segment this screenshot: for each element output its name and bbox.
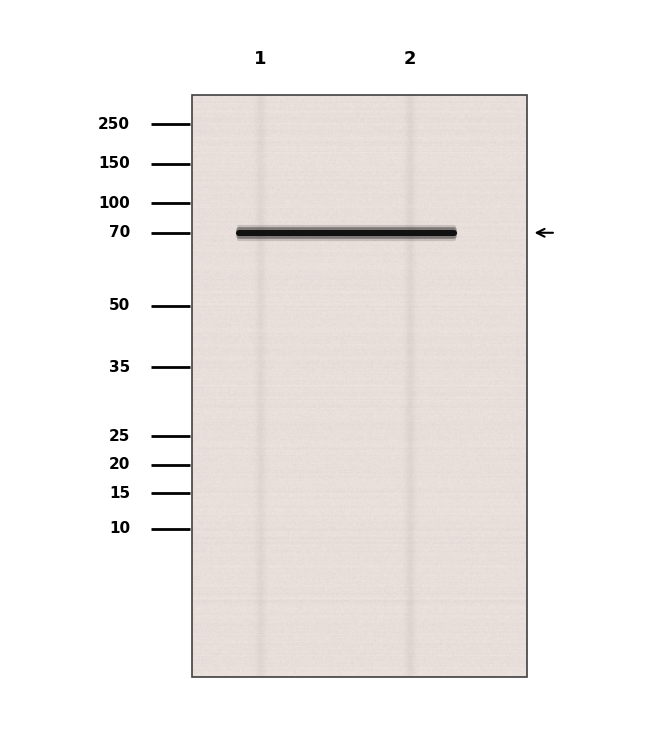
Text: 150: 150 — [98, 157, 130, 171]
Text: 15: 15 — [109, 486, 130, 501]
Text: 20: 20 — [109, 458, 130, 472]
Bar — [192, 95, 526, 677]
Text: 35: 35 — [109, 360, 130, 375]
Text: 2: 2 — [403, 50, 416, 67]
Text: 70: 70 — [109, 225, 130, 240]
Text: 1: 1 — [254, 50, 266, 67]
Text: 100: 100 — [98, 196, 130, 211]
Text: 25: 25 — [109, 429, 130, 444]
Text: 250: 250 — [98, 117, 130, 132]
Bar — [192, 95, 526, 677]
Text: 50: 50 — [109, 299, 130, 313]
Text: 10: 10 — [109, 521, 130, 536]
